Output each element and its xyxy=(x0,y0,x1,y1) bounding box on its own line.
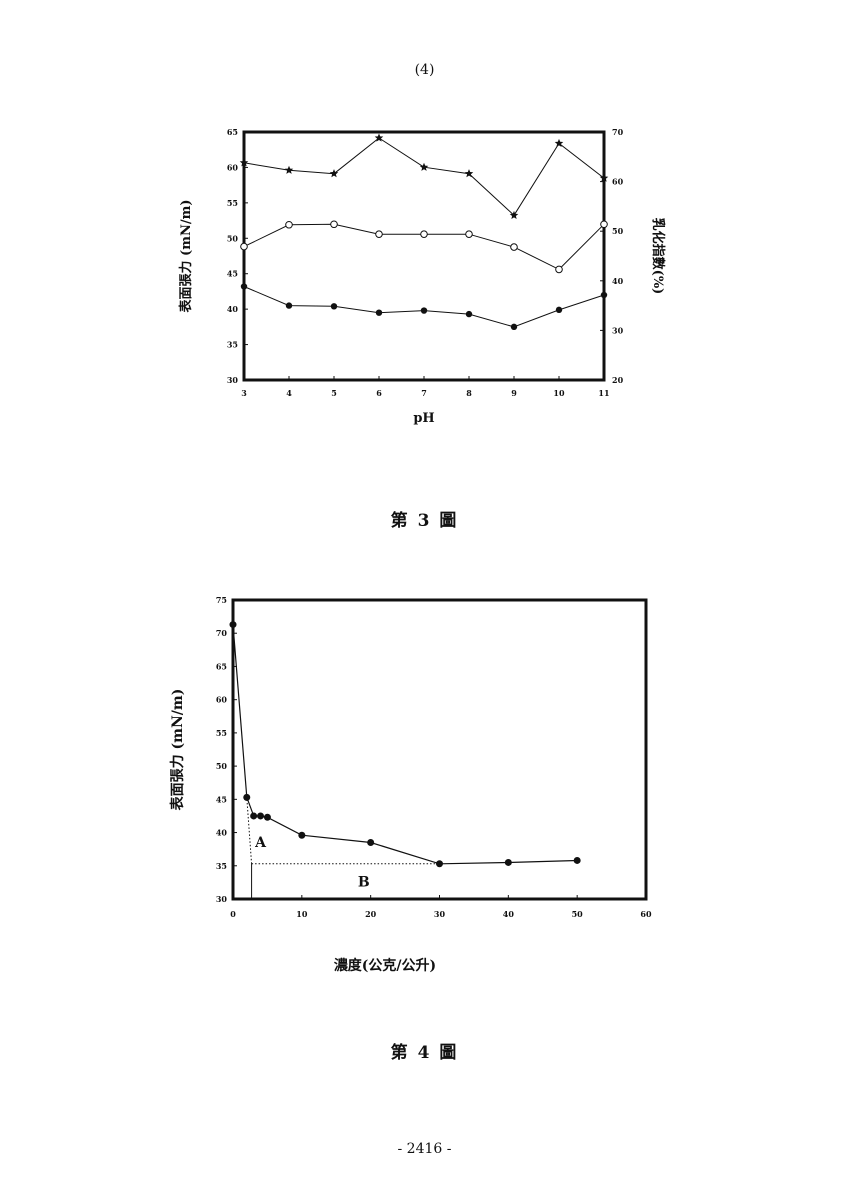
chart-3-y-right-axis-label: 乳化指數(%) xyxy=(650,218,666,295)
chart-3-data-point-filled-circle xyxy=(510,323,518,331)
chart-3-y-tick-label: 45 xyxy=(227,269,238,279)
chart-4-data-point xyxy=(573,856,581,864)
chart-3-data-point-filled-circle xyxy=(375,309,383,316)
chart-3-y-tick-label: 65 xyxy=(227,127,238,137)
chart-4-annotation-a: A xyxy=(254,835,267,851)
chart-4-data-point xyxy=(436,860,443,868)
chart-3-data-point-star xyxy=(554,138,564,148)
chart-4-y-tick-label: 65 xyxy=(216,661,227,671)
chart-3-series-line-filled-circle xyxy=(243,286,605,328)
chart-3-y-tick-label: 35 xyxy=(227,340,238,350)
chart-4-y-axis-label: 表面張力 (mN/m) xyxy=(169,689,186,812)
chart-4: 0 10 20 30 40 50 60 30 35 40 45 50 55 60 65 70 75 濃度(公克/公… xyxy=(169,595,652,974)
chart-3-data-point-filled-circle xyxy=(240,283,248,290)
chart-4-x-tick-label: 40 xyxy=(503,909,515,919)
chart-3-x-axis-label: pH xyxy=(413,411,434,426)
chart-3-data-point-open-circle xyxy=(330,220,338,229)
chart-4-y-tick-label: 75 xyxy=(216,595,227,605)
chart-3-data-point-open-circle xyxy=(600,220,608,229)
chart-3-data-point-star xyxy=(329,169,339,178)
chart-4-data-point xyxy=(367,839,375,847)
chart-3-y-tick-label: 50 xyxy=(227,233,239,243)
chart-3-y-tick-label: 60 xyxy=(227,162,239,172)
chart-3-data-point-star xyxy=(374,133,384,142)
chart-3-data-point-filled-circle xyxy=(330,303,338,310)
chart-3-x-tick-label: 4 xyxy=(286,388,292,398)
chart-3-y-right-tick-label: 50 xyxy=(612,226,624,236)
chart-4-annotation-b: B xyxy=(358,875,370,891)
chart-4-y-tick-label: 60 xyxy=(216,695,228,705)
chart-4-x-tick-label: 20 xyxy=(365,909,377,919)
chart-3-data-point-star xyxy=(599,173,609,182)
chart-3-y-tick-label: 30 xyxy=(227,375,239,385)
chart-3: 3 4 5 6 7 8 9 10 113035404550556065203040506070p… xyxy=(178,127,666,426)
chart-3-x-tick-label: 11 xyxy=(598,388,609,398)
chart-3-data-point-star xyxy=(509,210,519,219)
chart-4-plot-frame xyxy=(231,598,648,901)
chart-3-y-axis-label: 表面張力 (mN/m) xyxy=(178,200,194,314)
figure-3-caption: 第 3 圖 xyxy=(390,511,459,531)
page-footer: - 2416 - xyxy=(397,1141,452,1157)
chart-3-y-right-tick-label: 60 xyxy=(612,177,624,187)
chart-3-y-tick-label: 55 xyxy=(227,198,238,208)
chart-3-x-tick-label: 7 xyxy=(421,388,427,398)
chart-3-y-tick-label: 40 xyxy=(227,304,239,314)
chart-3-series-line-star xyxy=(243,137,605,217)
chart-3-data-point-star xyxy=(464,169,474,178)
chart-3-y-right-tick-label: 30 xyxy=(612,325,624,335)
chart-4-y-tick-label: 40 xyxy=(216,828,228,838)
chart-4-guide-vertical-dotted xyxy=(246,797,253,864)
chart-3-data-point-star xyxy=(284,165,294,174)
chart-3-data-point-filled-circle xyxy=(555,306,563,314)
chart-3-data-point-filled-circle xyxy=(465,310,473,318)
chart-3-data-point-filled-circle xyxy=(285,302,293,309)
chart-4-x-tick-label: 50 xyxy=(572,909,584,919)
chart-4-y-tick-label: 30 xyxy=(216,894,228,904)
chart-3-data-point-open-circle xyxy=(375,230,383,238)
chart-4-x-tick-label: 60 xyxy=(640,909,652,919)
chart-4-x-tick-label: 30 xyxy=(434,909,446,919)
chart-4-data-point xyxy=(263,813,271,821)
chart-3-x-tick-label: 10 xyxy=(553,388,565,398)
chart-4-data-point xyxy=(257,812,265,820)
chart-4-y-tick-label: 45 xyxy=(216,794,227,804)
chart-4-y-tick-label: 50 xyxy=(216,761,228,771)
chart-3-x-tick-label: 8 xyxy=(466,388,472,398)
chart-3-y-right-tick-label: 40 xyxy=(612,276,624,286)
chart-4-y-tick-label: 70 xyxy=(216,628,228,638)
chart-3-data-point-open-circle xyxy=(420,230,428,238)
chart-4-x-tick-label: 10 xyxy=(296,909,308,919)
page-header: (4) xyxy=(414,62,435,78)
chart-3-data-point-open-circle xyxy=(285,220,293,229)
chart-4-series-line xyxy=(232,624,578,865)
chart-3-x-tick-label: 3 xyxy=(241,388,247,398)
chart-3-x-tick-label: 9 xyxy=(511,388,517,398)
chart-4-x-tick-label: 0 xyxy=(230,909,236,919)
chart-3-data-point-open-circle xyxy=(510,243,518,251)
chart-3-data-point-filled-circle xyxy=(420,307,428,314)
chart-3-data-point-star xyxy=(239,158,249,167)
chart-3-data-point-star xyxy=(419,162,429,171)
chart-3-data-point-open-circle xyxy=(240,242,248,251)
chart-3-data-point-open-circle xyxy=(465,230,473,238)
chart-4-data-point xyxy=(243,793,251,801)
chart-3-y-right-tick-label: 70 xyxy=(612,127,624,137)
chart-3-y-right-tick-label: 20 xyxy=(612,375,624,385)
chart-4-data-point xyxy=(250,812,258,820)
chart-3-data-point-filled-circle xyxy=(600,291,608,299)
chart-4-x-axis-label: 濃度(公克/公升) xyxy=(334,957,436,974)
chart-4-data-point xyxy=(229,621,237,629)
figure-4-caption: 第 4 圖 xyxy=(390,1043,459,1063)
chart-3-data-point-open-circle xyxy=(555,265,563,274)
chart-4-data-point xyxy=(504,858,512,866)
chart-4-y-tick-label: 35 xyxy=(216,861,227,871)
chart-4-data-point xyxy=(298,831,306,839)
chart-3-x-tick-label: 6 xyxy=(376,388,382,398)
chart-4-y-tick-label: 55 xyxy=(216,728,227,738)
chart-3-x-tick-label: 5 xyxy=(331,388,337,398)
